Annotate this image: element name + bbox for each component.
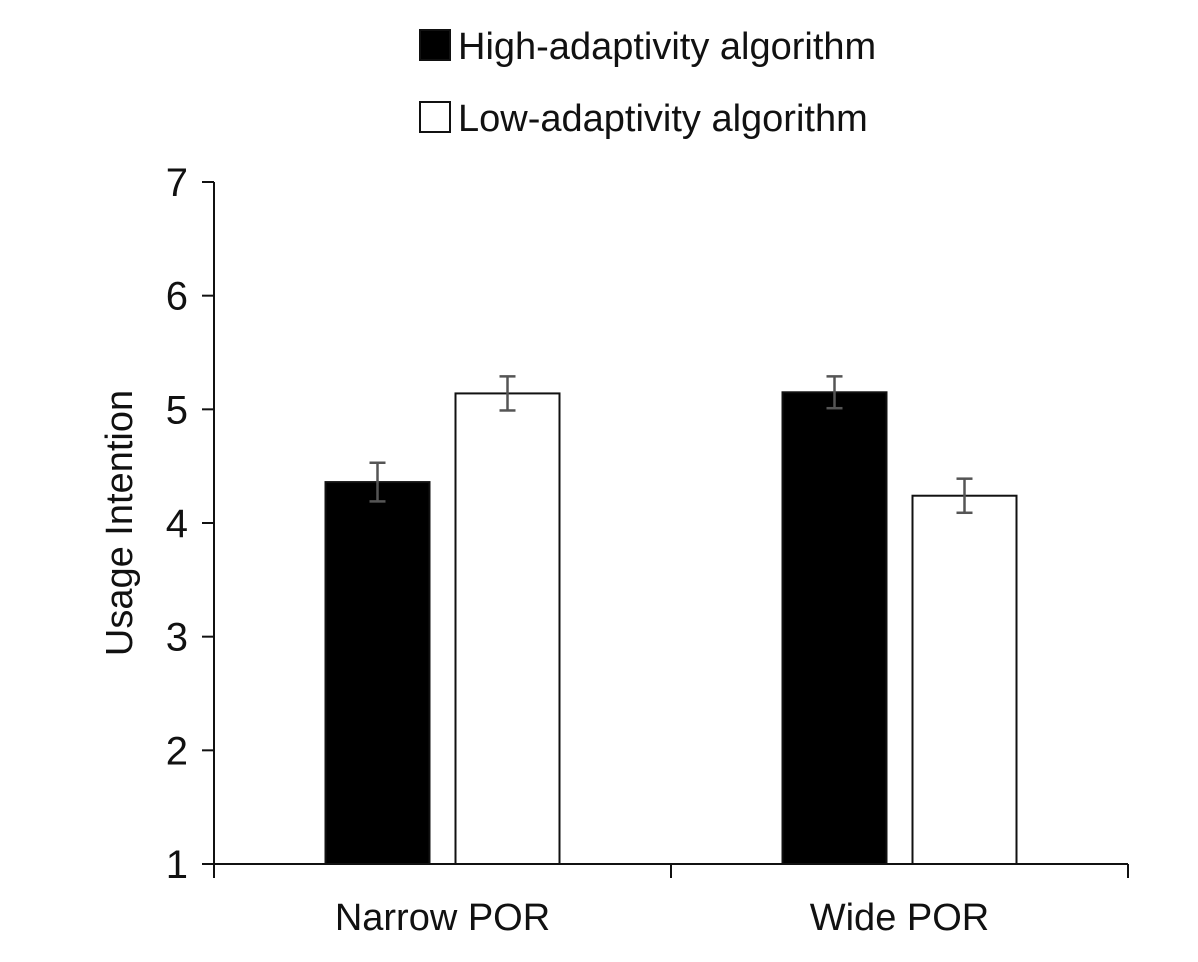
x-category-label: Wide POR bbox=[810, 897, 989, 939]
y-axis: 1 2 3 4 5 6 7 bbox=[166, 161, 215, 887]
y-tick-label: 6 bbox=[166, 275, 188, 319]
legend: High-adaptivity algorithm Low-adaptivity … bbox=[419, 26, 876, 140]
error-bars bbox=[369, 375, 973, 515]
x-category-label: Narrow POR bbox=[335, 897, 550, 939]
error-bar bbox=[369, 461, 386, 503]
error-bar bbox=[826, 375, 843, 410]
bar bbox=[324, 481, 431, 865]
bars bbox=[324, 391, 1018, 865]
y-tick-label: 3 bbox=[166, 616, 188, 660]
legend-item: Low-adaptivity algorithm bbox=[419, 98, 868, 140]
y-tick-label: 1 bbox=[166, 843, 188, 887]
y-tick-label: 4 bbox=[166, 502, 188, 546]
error-bar bbox=[956, 477, 973, 515]
y-tick-label: 5 bbox=[166, 388, 188, 432]
x-axis: Narrow POR Wide POR bbox=[213, 863, 1129, 939]
legend-item: High-adaptivity algorithm bbox=[419, 26, 876, 68]
bar bbox=[454, 392, 561, 865]
bar bbox=[781, 391, 888, 865]
bar bbox=[911, 494, 1018, 865]
legend-swatch bbox=[419, 101, 451, 133]
legend-swatch bbox=[419, 29, 451, 61]
y-tick-label: 7 bbox=[166, 161, 188, 205]
y-tick-label: 2 bbox=[166, 729, 188, 773]
legend-label: Low-adaptivity algorithm bbox=[458, 98, 868, 140]
legend-label: High-adaptivity algorithm bbox=[458, 26, 876, 68]
error-bar bbox=[499, 375, 516, 412]
y-axis-title: Usage Intention bbox=[99, 390, 141, 656]
